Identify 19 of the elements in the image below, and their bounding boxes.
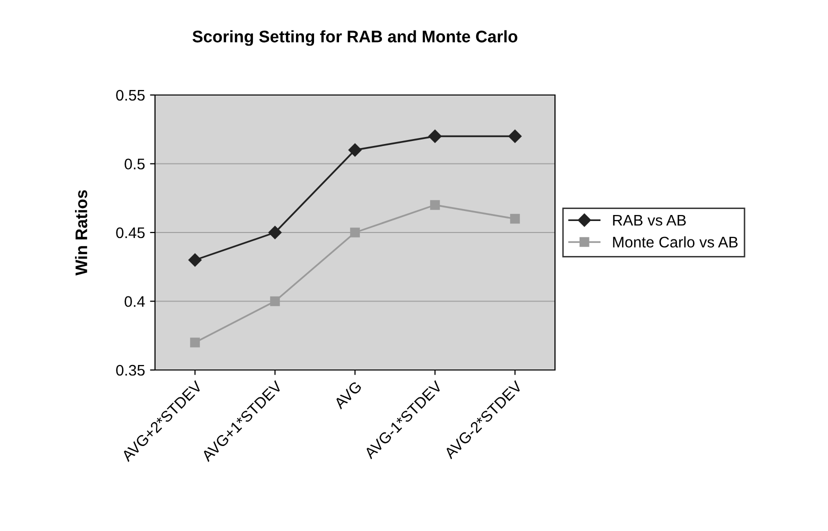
legend-label: RAB vs AB [613,215,686,226]
point [190,338,200,348]
point [510,214,520,224]
point [188,253,202,267]
legend-label: Monte Carlo vs AB [613,236,738,248]
point [428,130,442,143]
point [430,200,440,210]
point [268,226,282,240]
y-axis-title: Win Ratios [75,190,88,276]
y-tick-label: 0.55 [116,90,145,101]
point [270,296,280,306]
y-tick-label: 0.35 [116,364,145,376]
point [508,130,522,143]
y-tick-label: 0.5 [124,158,145,170]
chart-title: Scoring Setting for RAB and Monte Carlo [192,30,518,46]
point [350,228,360,238]
point [348,143,362,157]
y-tick-label: 0.45 [116,227,145,238]
y-tick-label: 0.4 [124,296,145,307]
